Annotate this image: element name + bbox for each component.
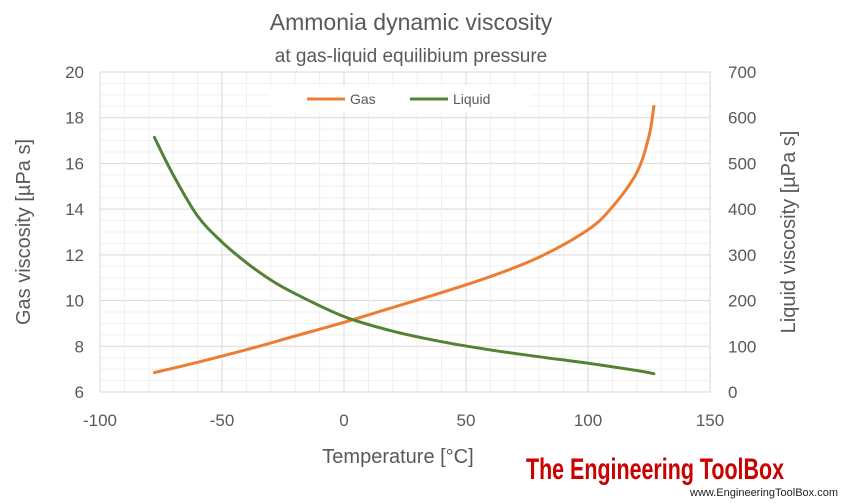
y2-axis-label: Liquid viscosity [µPa s] [778, 131, 800, 334]
y2-tick-label: 200 [728, 292, 756, 311]
y2-tick-label: 100 [728, 337, 756, 356]
y2-tick-label: 600 [728, 109, 756, 128]
y-tick-label: 12 [65, 246, 84, 265]
x-tick-label: -100 [83, 411, 117, 430]
chart-subtitle: at gas-liquid equilibium pressure [275, 46, 547, 67]
chart-title: Ammonia dynamic viscosity [270, 9, 553, 35]
brand-logo: The Engineering ToolBox www.EngineeringT… [520, 448, 838, 499]
brand-url: www.EngineeringToolBox.com [689, 487, 838, 499]
y-tick-labels: 6 8 10 12 14 16 18 20 [65, 63, 84, 402]
brand-name: The Engineering ToolBox [526, 453, 784, 486]
y-tick-label: 6 [75, 383, 84, 402]
plot-area-border [99, 71, 711, 393]
series-line-gas [152, 104, 656, 375]
y-tick-label: 14 [65, 200, 84, 219]
x-tick-label: 0 [339, 411, 348, 430]
gridlines [99, 71, 711, 393]
y-tick-label: 10 [65, 292, 84, 311]
x-tick-label: 50 [457, 411, 476, 430]
y2-tick-label: 300 [728, 246, 756, 265]
y2-tick-label: 0 [728, 383, 737, 402]
x-tick-label: -50 [210, 411, 235, 430]
y2-tick-label: 400 [728, 200, 756, 219]
y-tick-label: 18 [65, 109, 84, 128]
y-tick-label: 16 [65, 154, 84, 173]
y-axis-label: Gas viscosity [µPa s] [13, 139, 35, 325]
y2-tick-labels: 0 100 200 300 400 500 600 700 [728, 63, 756, 402]
brand-logo-backdrop [520, 448, 785, 484]
y-tick-label: 8 [75, 337, 84, 356]
legend: Gas Liquid [270, 86, 530, 112]
x-tick-label: 150 [696, 411, 724, 430]
series-layer [152, 104, 656, 376]
legend-label-gas: Gas [350, 91, 376, 107]
legend-label-liquid: Liquid [453, 91, 490, 107]
x-axis-label: Temperature [°C] [322, 446, 473, 468]
series-line-liquid [152, 135, 656, 376]
y2-tick-label: 500 [728, 154, 756, 173]
y-tick-label: 20 [65, 63, 84, 82]
x-tick-labels: -100 -50 0 50 100 150 [83, 411, 724, 430]
x-tick-label: 100 [574, 411, 602, 430]
y2-tick-label: 700 [728, 63, 756, 82]
